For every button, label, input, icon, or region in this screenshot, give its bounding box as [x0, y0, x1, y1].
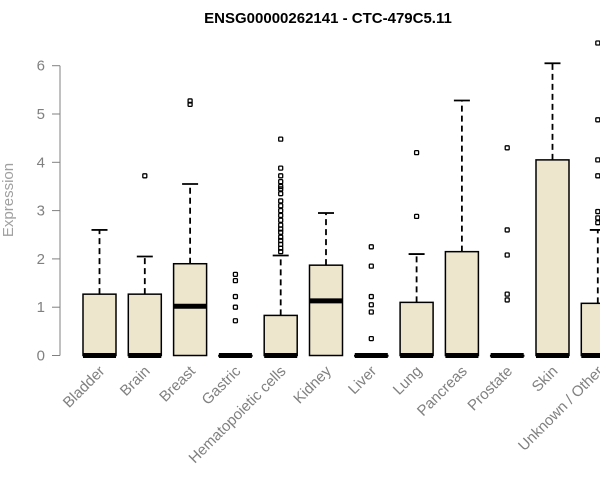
outlier-point	[368, 293, 374, 300]
outlier-point	[278, 234, 284, 240]
box-body	[580, 302, 600, 357]
x-tick-label: Liver	[345, 363, 380, 398]
outlier-point	[232, 271, 239, 278]
outlier-point	[413, 149, 420, 156]
x-tick-label: Bladder	[60, 363, 109, 412]
y-tick-label: 3	[37, 203, 45, 220]
outlier-point	[278, 217, 284, 223]
outlier-point	[278, 207, 284, 214]
y-tick-label: 5	[37, 106, 45, 123]
outlier-point	[413, 213, 420, 220]
outlier-point	[278, 212, 284, 219]
y-tick-label: 0	[37, 348, 45, 365]
outlier-point	[595, 215, 600, 221]
chart-title: ENSG00000262141 - CTC-479C5.11	[204, 10, 452, 27]
outlier-point	[368, 263, 374, 269]
box-lung	[399, 149, 434, 358]
box-hematopoietic-cells	[263, 136, 298, 358]
outlier-point	[278, 222, 284, 228]
y-tick-label: 4	[37, 154, 45, 171]
outlier-point	[232, 304, 239, 310]
x-tick-label: Skin	[529, 363, 562, 396]
box-body	[444, 250, 480, 357]
box-body	[535, 159, 570, 357]
outlier-point	[278, 203, 284, 209]
box-skin	[535, 62, 570, 358]
outlier-point	[595, 208, 600, 215]
outlier-point	[278, 178, 284, 185]
outlier-point	[504, 227, 510, 233]
outlier-point	[232, 277, 239, 284]
outlier-point	[595, 40, 600, 46]
outlier-point	[504, 145, 510, 151]
outlier-point	[368, 335, 374, 342]
outlier-point	[504, 252, 510, 258]
y-tick-label: 2	[37, 251, 45, 268]
box-body	[308, 264, 344, 357]
outlier-point	[595, 173, 600, 179]
y-tick-label: 6	[37, 58, 45, 75]
box-body	[399, 301, 434, 357]
outlier-point	[368, 244, 374, 250]
x-tick-label: Kidney	[290, 362, 335, 407]
x-tick-label: Brain	[117, 363, 154, 400]
box-brain	[127, 173, 163, 358]
box-bladder	[82, 229, 117, 358]
outlier-point	[232, 293, 239, 300]
x-tick-label: Breast	[156, 362, 199, 405]
x-tick-label: Prostate	[464, 363, 516, 415]
outlier-point	[278, 191, 284, 197]
box-breast	[172, 98, 208, 357]
box-body	[263, 314, 298, 357]
outlier-point	[232, 318, 239, 324]
box-pancreas	[444, 99, 480, 358]
x-tick-label: Lung	[390, 363, 426, 399]
outlier-point	[278, 136, 284, 142]
outlier-point	[187, 98, 193, 104]
outlier-point	[504, 291, 510, 297]
box-body	[82, 293, 117, 357]
x-tick-label: Pancreas	[414, 363, 471, 420]
box-body	[127, 293, 163, 357]
outlier-point	[278, 173, 284, 179]
y-axis-label: Expression	[0, 163, 17, 237]
outlier-point	[368, 302, 374, 308]
outlier-point	[595, 220, 600, 226]
box-prostate	[489, 145, 525, 358]
plot-area	[82, 40, 600, 358]
outlier-point	[278, 198, 284, 204]
outlier-point	[278, 183, 284, 190]
box-gastric	[218, 271, 253, 358]
box-body	[172, 262, 208, 357]
outlier-point	[595, 157, 600, 163]
outlier-point	[368, 309, 374, 315]
outlier-point	[595, 117, 600, 123]
outlier-point	[142, 173, 148, 179]
box-unknown-other	[580, 40, 600, 358]
y-tick-label: 1	[37, 299, 45, 316]
outlier-point	[504, 297, 510, 303]
box-liver	[354, 244, 389, 358]
y-axis: 0 1 2 3 4 5 6	[37, 58, 61, 365]
box-kidney	[308, 212, 344, 357]
outlier-point	[278, 165, 284, 171]
